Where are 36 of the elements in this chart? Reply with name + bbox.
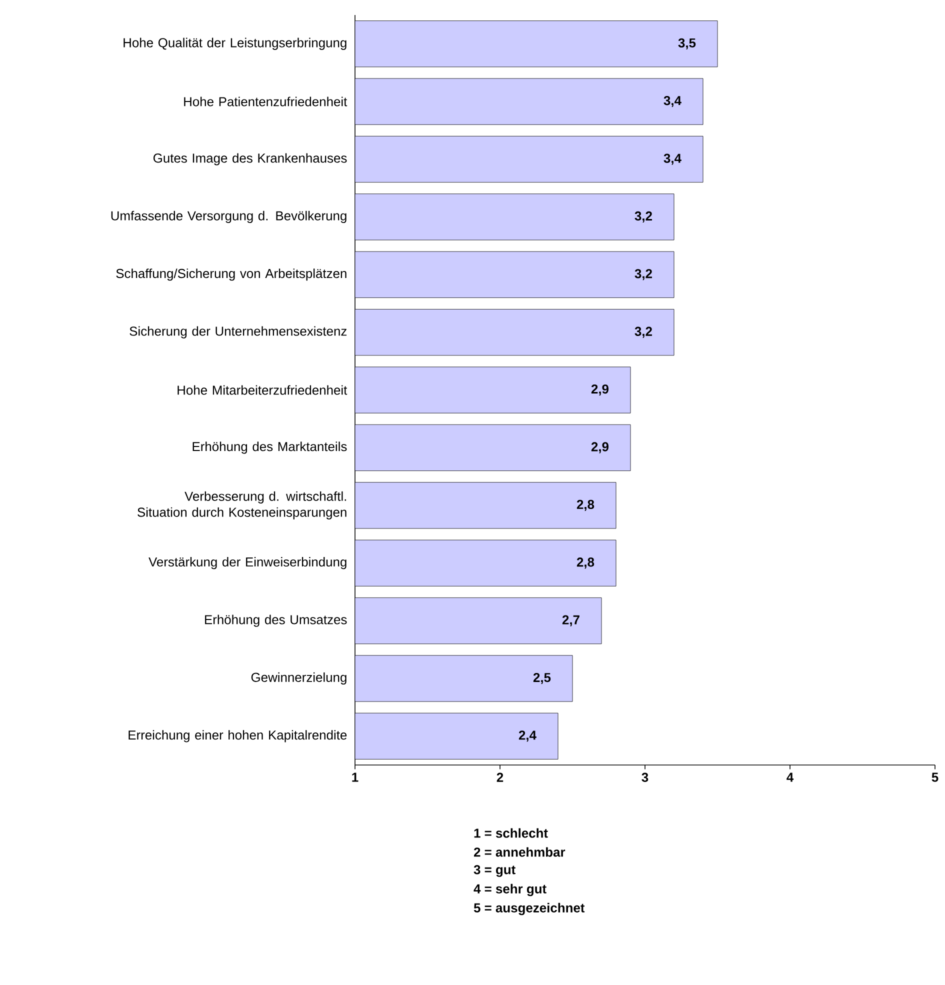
data-label: 3,5 bbox=[678, 38, 696, 50]
y-tick-label: Hohe Mitarbeiterzufriedenheit bbox=[178, 385, 348, 395]
data-label: 2,8 bbox=[576, 500, 594, 511]
data-label: 3,4 bbox=[664, 96, 682, 108]
y-tick-label: Hohe Patientenzufriedenheit bbox=[184, 96, 348, 106]
x-tick-label: 1 bbox=[352, 772, 358, 782]
text: 3 = gut bbox=[474, 865, 516, 877]
x-tick-label: 3 bbox=[642, 772, 648, 782]
data-label: 2,7 bbox=[562, 615, 580, 626]
x-tick-label: 5 bbox=[932, 772, 938, 782]
y-tick-label: Schaffung/Sicherung von Arbeitsplätzen bbox=[116, 268, 346, 281]
text: 4 = sehr gut bbox=[474, 884, 546, 896]
y-tick-label: Erhöhung des Umsatzes bbox=[205, 614, 347, 627]
y-tick-label: Sicherung der Unternehmensexistenz bbox=[130, 326, 347, 338]
text: 5 = ausgezeichnet bbox=[474, 902, 585, 916]
data-label: 2,4 bbox=[518, 730, 536, 742]
text: 1 = schlecht bbox=[474, 828, 548, 838]
data-label: 2,9 bbox=[591, 384, 608, 396]
x-tick-label: 2 bbox=[496, 772, 504, 782]
y-tick-label: Erreichung einer hohen Kapitalrendite bbox=[128, 730, 347, 742]
x-tick-label: 4 bbox=[786, 772, 794, 782]
data-label: 3,2 bbox=[634, 211, 652, 222]
data-label: 3,2 bbox=[634, 326, 652, 338]
y-tick-label: Verstärkung der Einweiserbindung bbox=[148, 557, 346, 570]
y-tick-label: Hohe Qualität der Leistungserbringung bbox=[124, 38, 346, 50]
text: 2 = annehmbar bbox=[474, 847, 566, 857]
y-tick-label: Erhöhung des Marktanteils bbox=[192, 442, 347, 454]
data-label: 2,9 bbox=[591, 442, 608, 454]
y-tick-label: Umfassende Versorgung d. Bevölkerung bbox=[111, 210, 346, 223]
y-tick-label: Verbesserung d. wirtschaftl. Situation durch Kosteneinsparungen bbox=[138, 491, 346, 520]
y-tick-label: Gewinnerzielung bbox=[251, 672, 346, 685]
data-label: 2,8 bbox=[576, 558, 594, 569]
data-label: 3,4 bbox=[664, 154, 682, 165]
data-label: 3,2 bbox=[634, 269, 652, 280]
data-label: 2,5 bbox=[533, 672, 551, 684]
y-tick-label: Gutes Image des Krankenhauses bbox=[153, 153, 347, 166]
